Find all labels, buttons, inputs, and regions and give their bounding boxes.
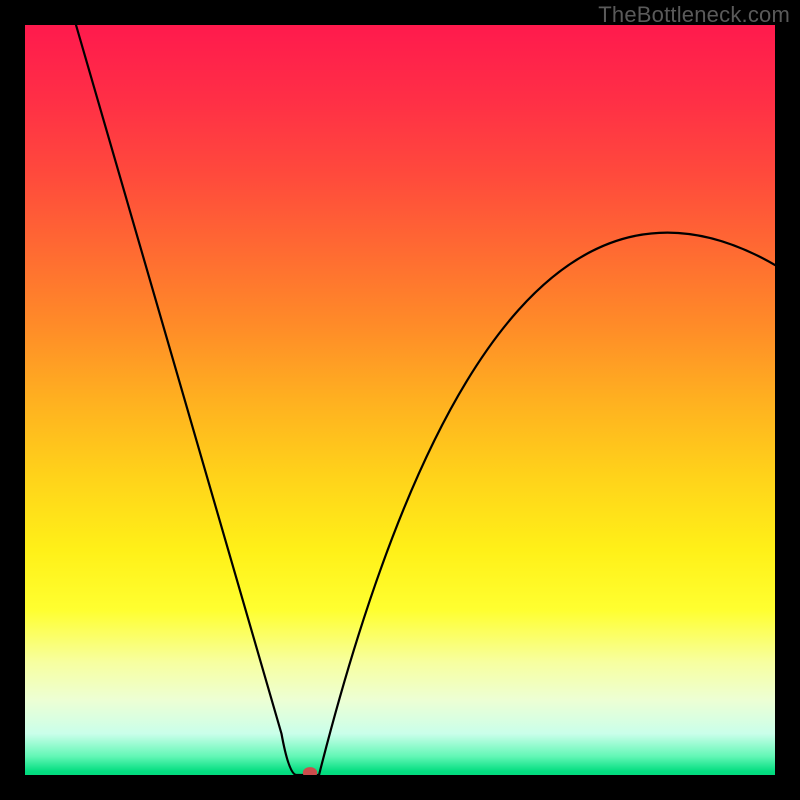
- plot-area: [25, 25, 775, 775]
- gradient-background: [25, 25, 775, 775]
- bottleneck-curve-chart: [25, 25, 775, 775]
- chart-frame: TheBottleneck.com: [0, 0, 800, 800]
